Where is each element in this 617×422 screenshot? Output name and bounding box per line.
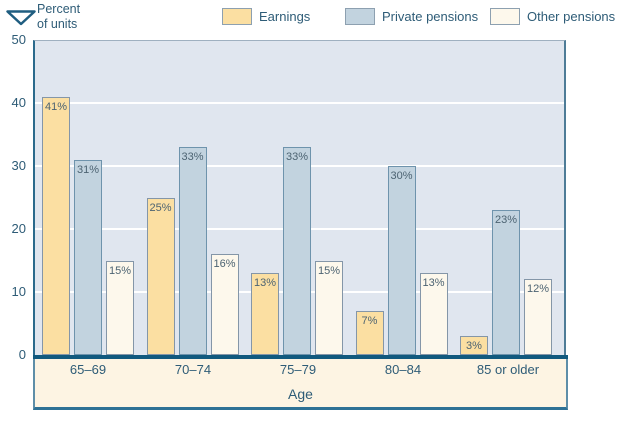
bar-value-label: 13%	[422, 277, 445, 290]
bar-group: 7% 30% 13%	[355, 166, 448, 355]
bar-value-label: 30%	[390, 170, 413, 182]
bar-other-pensions: 15%	[315, 260, 343, 355]
y-tick-label: 20	[11, 221, 26, 236]
y-tick-label: 30	[11, 158, 26, 173]
y-tick-label: 0	[18, 347, 26, 362]
bar-value-label: 23%	[494, 214, 518, 227]
legend-item-earnings: Earnings	[222, 8, 310, 25]
bar-private-pensions: 23%	[492, 210, 520, 355]
bar-earnings: 25%	[146, 197, 175, 355]
bar-other-pensions: 15%	[106, 260, 134, 355]
x-axis-band: 65–69 70–74 75–79 80–84 85 or older Age	[33, 359, 568, 410]
plot-area: 41% 31% 15% 25% 33% 16% 13% 33% 15% 7% 30% 13% 3% 23%…	[33, 40, 566, 355]
y-axis-title-line2: of units	[37, 17, 78, 31]
bar-other-pensions: 16%	[210, 254, 239, 355]
legend-swatch	[345, 8, 375, 25]
bar-other-pensions: 12%	[524, 279, 552, 355]
y-tick-label: 40	[11, 95, 26, 110]
bar-value-label: 15%	[317, 264, 341, 277]
bar-value-label: 16%	[213, 258, 236, 271]
y-tick-label: 10	[11, 284, 26, 299]
bars-layer: 41% 31% 15% 25% 33% 16% 13% 33% 15% 7% 30% 13% 3% 23%…	[35, 41, 564, 355]
bar-private-pensions: 33%	[178, 147, 207, 355]
bar-value-label: 12%	[526, 283, 550, 296]
legend-label: Private pensions	[382, 9, 479, 24]
bar-private-pensions: 30%	[387, 166, 416, 355]
bar-group: 3% 23% 12%	[460, 210, 552, 355]
x-tick-label: 85 or older	[476, 362, 540, 377]
gridline	[35, 102, 564, 104]
bar-value-label: 7%	[361, 314, 378, 327]
bar-value-label: 13%	[253, 277, 277, 290]
bar-private-pensions: 33%	[283, 147, 311, 355]
x-axis-line	[33, 355, 568, 359]
x-tick-label: 70–74	[174, 362, 212, 377]
y-axis-title: Percent of units	[37, 2, 80, 32]
bar-earnings: 7%	[355, 310, 384, 355]
x-axis-title: Age	[288, 386, 313, 402]
bar-value-label: 31%	[76, 163, 100, 176]
bar-value-label: 41%	[44, 100, 68, 113]
x-axis-tick-labels: 65–69 70–74 75–79 80–84 85 or older	[35, 362, 566, 377]
bar-earnings: 3%	[460, 336, 488, 355]
bar-earnings: 41%	[42, 96, 70, 355]
bar-group: 25% 33% 16%	[146, 147, 239, 355]
bar-private-pensions: 31%	[74, 159, 102, 355]
bar-value-label: 3%	[466, 340, 482, 353]
bar-value-label: 15%	[108, 264, 132, 277]
bar-group: 41% 31% 15%	[42, 96, 134, 355]
legend-swatch	[490, 8, 520, 25]
bar-earnings: 13%	[251, 273, 279, 355]
legend-label: Earnings	[259, 9, 311, 24]
y-axis-title-line1: Percent	[37, 2, 81, 16]
legend-item-other-pensions: Other pensions	[490, 8, 615, 25]
legend-label: Other pensions	[527, 9, 616, 24]
x-tick-label: 80–84	[384, 362, 422, 377]
legend-item-private-pensions: Private pensions	[345, 8, 478, 25]
bar-group: 13% 33% 15%	[251, 147, 343, 355]
y-axis-tick-labels: 0 10 20 30 40 50	[0, 32, 28, 362]
bar-other-pensions: 13%	[419, 273, 448, 355]
x-tick-label: 65–69	[69, 362, 107, 377]
triangle-down-icon	[6, 10, 36, 26]
legend-swatch	[222, 8, 252, 25]
bar-value-label: 33%	[181, 151, 204, 164]
bar-value-label: 25%	[149, 201, 172, 214]
bar-value-label: 33%	[285, 151, 309, 164]
x-tick-label: 75–79	[279, 362, 317, 377]
y-tick-label: 50	[11, 32, 26, 47]
